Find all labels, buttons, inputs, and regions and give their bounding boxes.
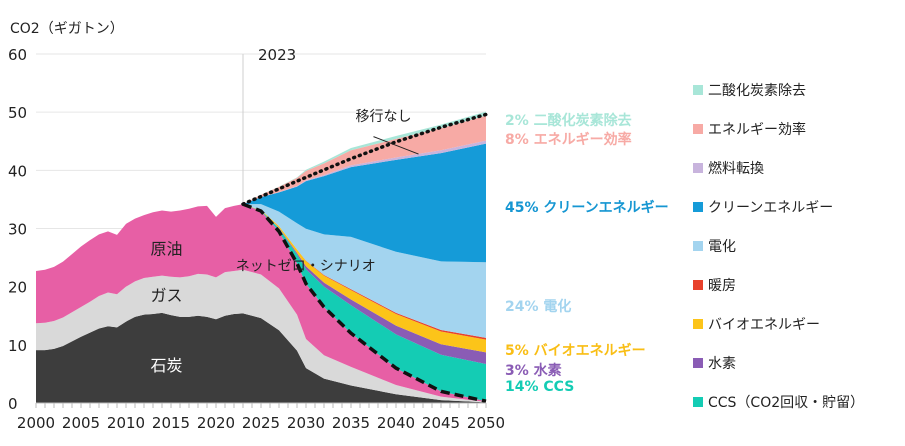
legend-label: 二酸化炭素除去 <box>708 82 806 99</box>
y-tick-label: 0 <box>8 395 18 413</box>
area-wedge-バイオエネルギー <box>243 204 486 353</box>
x-tick-label: 2040 <box>377 414 415 432</box>
legend-item: クリーンエネルギー <box>693 187 864 226</box>
legend-label: バイオエネルギー <box>708 316 820 333</box>
no-transition-line <box>241 112 488 206</box>
scenario-lines <box>241 112 488 403</box>
legend-item: 電化 <box>693 226 864 265</box>
legend-swatch <box>693 201 703 212</box>
legend-label: エネルギー効率 <box>708 121 806 138</box>
y-tick-label: 30 <box>8 221 27 239</box>
area-wedge-電化 <box>243 204 486 338</box>
x-tick-label: 2020 <box>197 414 235 432</box>
legend: 二酸化炭素除去 エネルギー効率 燃料転換クリーンエネルギー 電化暖房バイオエネルギー水… <box>693 70 864 421</box>
area-wedge-クリーンエネルギー <box>243 143 486 263</box>
end-label: 24% 電化 <box>505 299 572 316</box>
legend-swatch <box>693 84 703 95</box>
area-wedge-CCS（CO2回収・貯留） <box>243 204 486 402</box>
legend-swatch <box>693 240 703 251</box>
legend-item: 暖房 <box>693 265 864 304</box>
x-tick-label: 2010 <box>107 414 145 432</box>
legend-item: 水素 <box>693 343 864 382</box>
stacked-areas <box>36 111 486 403</box>
area-history-ガス <box>36 269 243 351</box>
legend-swatch <box>693 162 703 173</box>
y-tick-label: 50 <box>8 104 27 122</box>
legend-label: 燃料転換 <box>708 160 764 177</box>
area-future-石炭 <box>243 313 486 403</box>
legend-item: 燃料転換 <box>693 148 864 187</box>
legend-label: クリーンエネルギー <box>708 199 834 216</box>
y-axis-title: CO2（ギガトン） <box>10 21 124 37</box>
area-label-原油: 原油 <box>150 239 182 258</box>
area-future-原油 <box>243 204 486 402</box>
legend-item: バイオエネルギー <box>693 304 864 343</box>
y-tick-label: 10 <box>8 337 27 355</box>
y-tick-label: 20 <box>8 279 27 297</box>
legend-item: エネルギー効率 <box>693 109 864 148</box>
x-tick-label: 2025 <box>242 414 280 432</box>
legend-swatch <box>693 357 703 368</box>
area-wedge-水素 <box>243 204 486 365</box>
net-zero-line <box>242 202 487 403</box>
area-label-ガス: ガス <box>150 286 182 305</box>
area-label-石炭: 石炭 <box>150 356 182 375</box>
legend-label: 水素 <box>708 355 736 372</box>
legend-label: CCS（CO2回収・貯留） <box>708 394 865 411</box>
end-label: 8% エネルギー効率 <box>505 132 632 149</box>
legend-swatch <box>693 123 703 134</box>
x-tick-label: 2015 <box>152 414 190 432</box>
legend-swatch <box>693 279 703 290</box>
year-marker-label: 2023 <box>258 46 296 64</box>
end-label: 5% バイオエネルギー <box>505 343 646 360</box>
no-transition-pointer <box>373 136 419 155</box>
legend-label: 電化 <box>708 238 736 255</box>
x-tick-label: 2030 <box>287 414 325 432</box>
net-zero-label: ネットゼロ・シナリオ <box>236 258 376 274</box>
legend-swatch <box>693 396 703 407</box>
legend-label: 暖房 <box>708 277 736 294</box>
legend-item: 二酸化炭素除去 <box>693 70 864 109</box>
x-tick-label: 2045 <box>422 414 460 432</box>
legend-swatch <box>693 318 703 329</box>
area-future-ガス <box>243 269 486 403</box>
area-history-石炭 <box>36 312 243 403</box>
y-tick-label: 60 <box>8 46 27 64</box>
area-wedge-燃料転換 <box>243 140 486 205</box>
x-tick-label: 2035 <box>332 414 370 432</box>
end-label: 3% 水素 <box>505 362 562 379</box>
legend-item: CCS（CO2回収・貯留） <box>693 382 864 421</box>
end-label: 14% CCS <box>505 379 575 396</box>
x-tick-label: 2050 <box>467 414 505 432</box>
y-tick-label: 40 <box>8 162 27 180</box>
end-label: 45% クリーンエネルギー <box>505 200 669 217</box>
end-label: 2% 二酸化炭素除去 <box>505 112 632 129</box>
area-wedge-エネルギー効率 <box>243 115 486 205</box>
x-tick-label: 2005 <box>62 414 100 432</box>
x-tick-label: 2000 <box>17 414 55 432</box>
no-transition-label: 移行なし <box>356 109 412 125</box>
area-history-原油 <box>36 204 243 324</box>
